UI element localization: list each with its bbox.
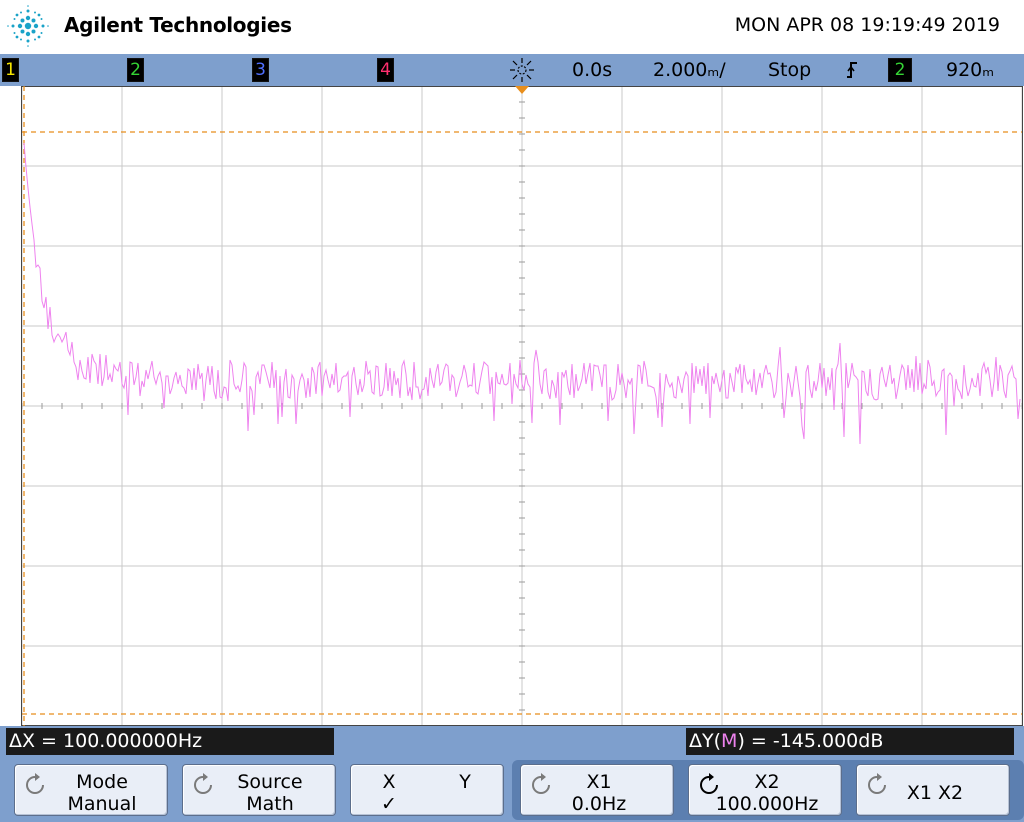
source-value: Math <box>246 793 294 815</box>
delta-y-suffix: ) = -145.000dB <box>737 730 884 752</box>
date-time: MON APR 08 19:19:49 2019 <box>734 14 1000 36</box>
trigger-time-marker <box>515 86 529 94</box>
trigger-source-label: 2 <box>894 60 906 80</box>
channel-2-indicator[interactable]: 2 <box>127 58 144 82</box>
timebase-value[interactable]: 2.000ₘ/ <box>653 59 726 81</box>
source-softkey[interactable]: Source Math <box>182 764 336 816</box>
delta-x-readout: ΔX = 100.000000Hz <box>6 728 334 755</box>
graticule <box>21 86 1023 726</box>
rising-edge-icon <box>847 62 857 78</box>
header-bar: Agilent Technologies MON APR 08 19:19:49… <box>0 0 1024 54</box>
softkey-bar: Mode Manual Source Math X Y ✓ X1 0.0Hz X… <box>0 758 1024 822</box>
waveform-display[interactable] <box>0 86 1024 726</box>
channel-1-label: 1 <box>5 60 16 80</box>
trigger-position-icon <box>510 58 534 82</box>
channel-3-indicator[interactable]: 3 <box>252 58 269 82</box>
fft-trace <box>23 142 1021 445</box>
rotate-knob-icon <box>26 773 44 794</box>
x2-value: 100.000Hz <box>715 793 819 815</box>
cursor-lines <box>22 86 1022 726</box>
trigger-level[interactable]: 920ₘ <box>946 59 995 81</box>
y-label: Y <box>459 771 471 793</box>
channel-3-label: 3 <box>255 60 266 80</box>
channel-2-label: 2 <box>130 60 141 80</box>
brand-name: Agilent Technologies <box>64 13 292 37</box>
mode-softkey[interactable]: Mode Manual <box>14 764 168 816</box>
trigger-source-indicator[interactable]: 2 <box>888 58 912 82</box>
x1-value: 0.0Hz <box>571 793 627 815</box>
channel-4-indicator[interactable]: 4 <box>377 58 394 82</box>
delta-y-source: M <box>721 730 738 752</box>
delta-y-readout: ΔY(M) = -145.000dB <box>686 728 1014 755</box>
status-bar: 1 2 3 4 0.0s 2.000ₘ/ Stop 2 920ₘ <box>0 54 1024 86</box>
grid-lines <box>21 86 1023 726</box>
xy-softkey[interactable]: X Y ✓ <box>350 764 504 816</box>
x-selected-check: ✓ <box>381 793 397 815</box>
agilent-logo-icon <box>7 5 49 47</box>
rotate-knob-icon <box>868 773 886 794</box>
run-state[interactable]: Stop <box>768 59 812 81</box>
delta-y-prefix: ΔY( <box>689 730 722 752</box>
delta-x-text: ΔX = 100.000000Hz <box>9 730 203 752</box>
rotate-knob-icon <box>194 773 212 794</box>
x1x2-title: X1 X2 <box>906 782 964 804</box>
mode-title: Mode <box>76 771 128 793</box>
x2-title: X2 <box>754 771 780 793</box>
mode-value: Manual <box>67 793 137 815</box>
source-title: Source <box>237 771 303 793</box>
channel-1-indicator[interactable]: 1 <box>2 58 19 82</box>
x1x2-softkey[interactable]: X1 X2 <box>856 764 1010 816</box>
x1-title: X1 <box>586 771 612 793</box>
delay-value[interactable]: 0.0s <box>572 59 613 81</box>
rotate-knob-active-icon <box>700 773 718 794</box>
x2-softkey[interactable]: X2 100.000Hz <box>688 764 842 816</box>
rotate-knob-icon <box>532 773 550 794</box>
cursor-readout-bar: ΔX = 100.000000Hz ΔY(M) = -145.000dB <box>0 726 1024 758</box>
x1-softkey[interactable]: X1 0.0Hz <box>520 764 674 816</box>
x-label: X <box>382 771 396 793</box>
channel-4-label: 4 <box>380 60 391 80</box>
